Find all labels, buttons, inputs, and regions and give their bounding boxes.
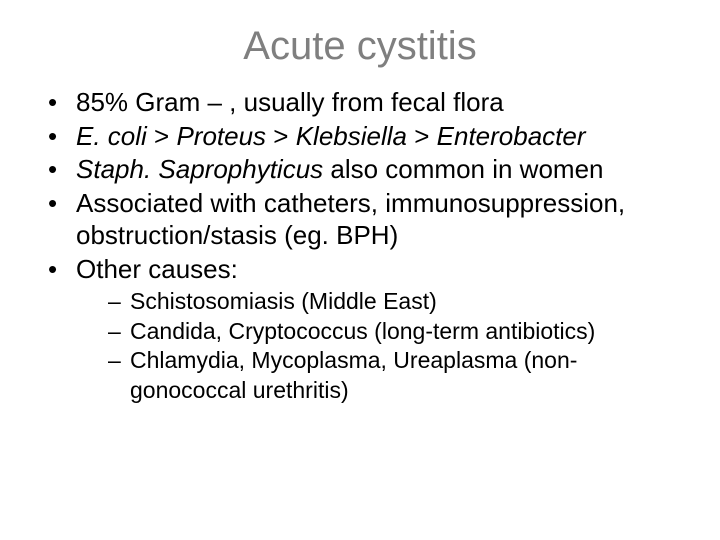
bullet-text: >	[266, 121, 296, 151]
sub-bullet-text: Candida, Cryptococcus (long-term antibio…	[130, 318, 595, 344]
list-item: Schistosomiasis (Middle East)	[108, 287, 680, 316]
bullet-text: Other causes:	[76, 254, 238, 284]
bullet-text: >	[407, 121, 437, 151]
bullet-text-italic: Klebsiella	[296, 121, 407, 151]
bullet-text: >	[147, 121, 177, 151]
bullet-text-italic: Proteus	[176, 121, 266, 151]
list-item: E. coli > Proteus > Klebsiella > Enterob…	[48, 121, 680, 153]
bullet-text: also common in women	[323, 154, 603, 184]
list-item: Staph. Saprophyticus also common in wome…	[48, 154, 680, 186]
list-item: Other causes: Schistosomiasis (Middle Ea…	[48, 254, 680, 405]
slide-title: Acute cystitis	[30, 24, 690, 69]
bullet-text-italic: E. coli	[76, 121, 147, 151]
bullet-text: 85% Gram – , usually from fecal flora	[76, 87, 504, 117]
bullet-text: Associated with catheters, immunosuppres…	[76, 188, 625, 250]
bullet-text-italic: Staph. Saprophyticus	[76, 154, 323, 184]
sub-bullet-text: Chlamydia, Mycoplasma, Ureaplasma (non-g…	[130, 347, 577, 402]
list-item: Chlamydia, Mycoplasma, Ureaplasma (non-g…	[108, 346, 680, 405]
sub-bullet-text: Schistosomiasis (Middle East)	[130, 288, 437, 314]
slide: Acute cystitis 85% Gram – , usually from…	[0, 0, 720, 540]
bullet-text-italic: Enterobacter	[437, 121, 586, 151]
list-item: 85% Gram – , usually from fecal flora	[48, 87, 680, 119]
list-item: Associated with catheters, immunosuppres…	[48, 188, 680, 251]
list-item: Candida, Cryptococcus (long-term antibio…	[108, 317, 680, 346]
bullet-list: 85% Gram – , usually from fecal flora E.…	[30, 87, 690, 405]
sub-bullet-list: Schistosomiasis (Middle East) Candida, C…	[76, 287, 680, 405]
